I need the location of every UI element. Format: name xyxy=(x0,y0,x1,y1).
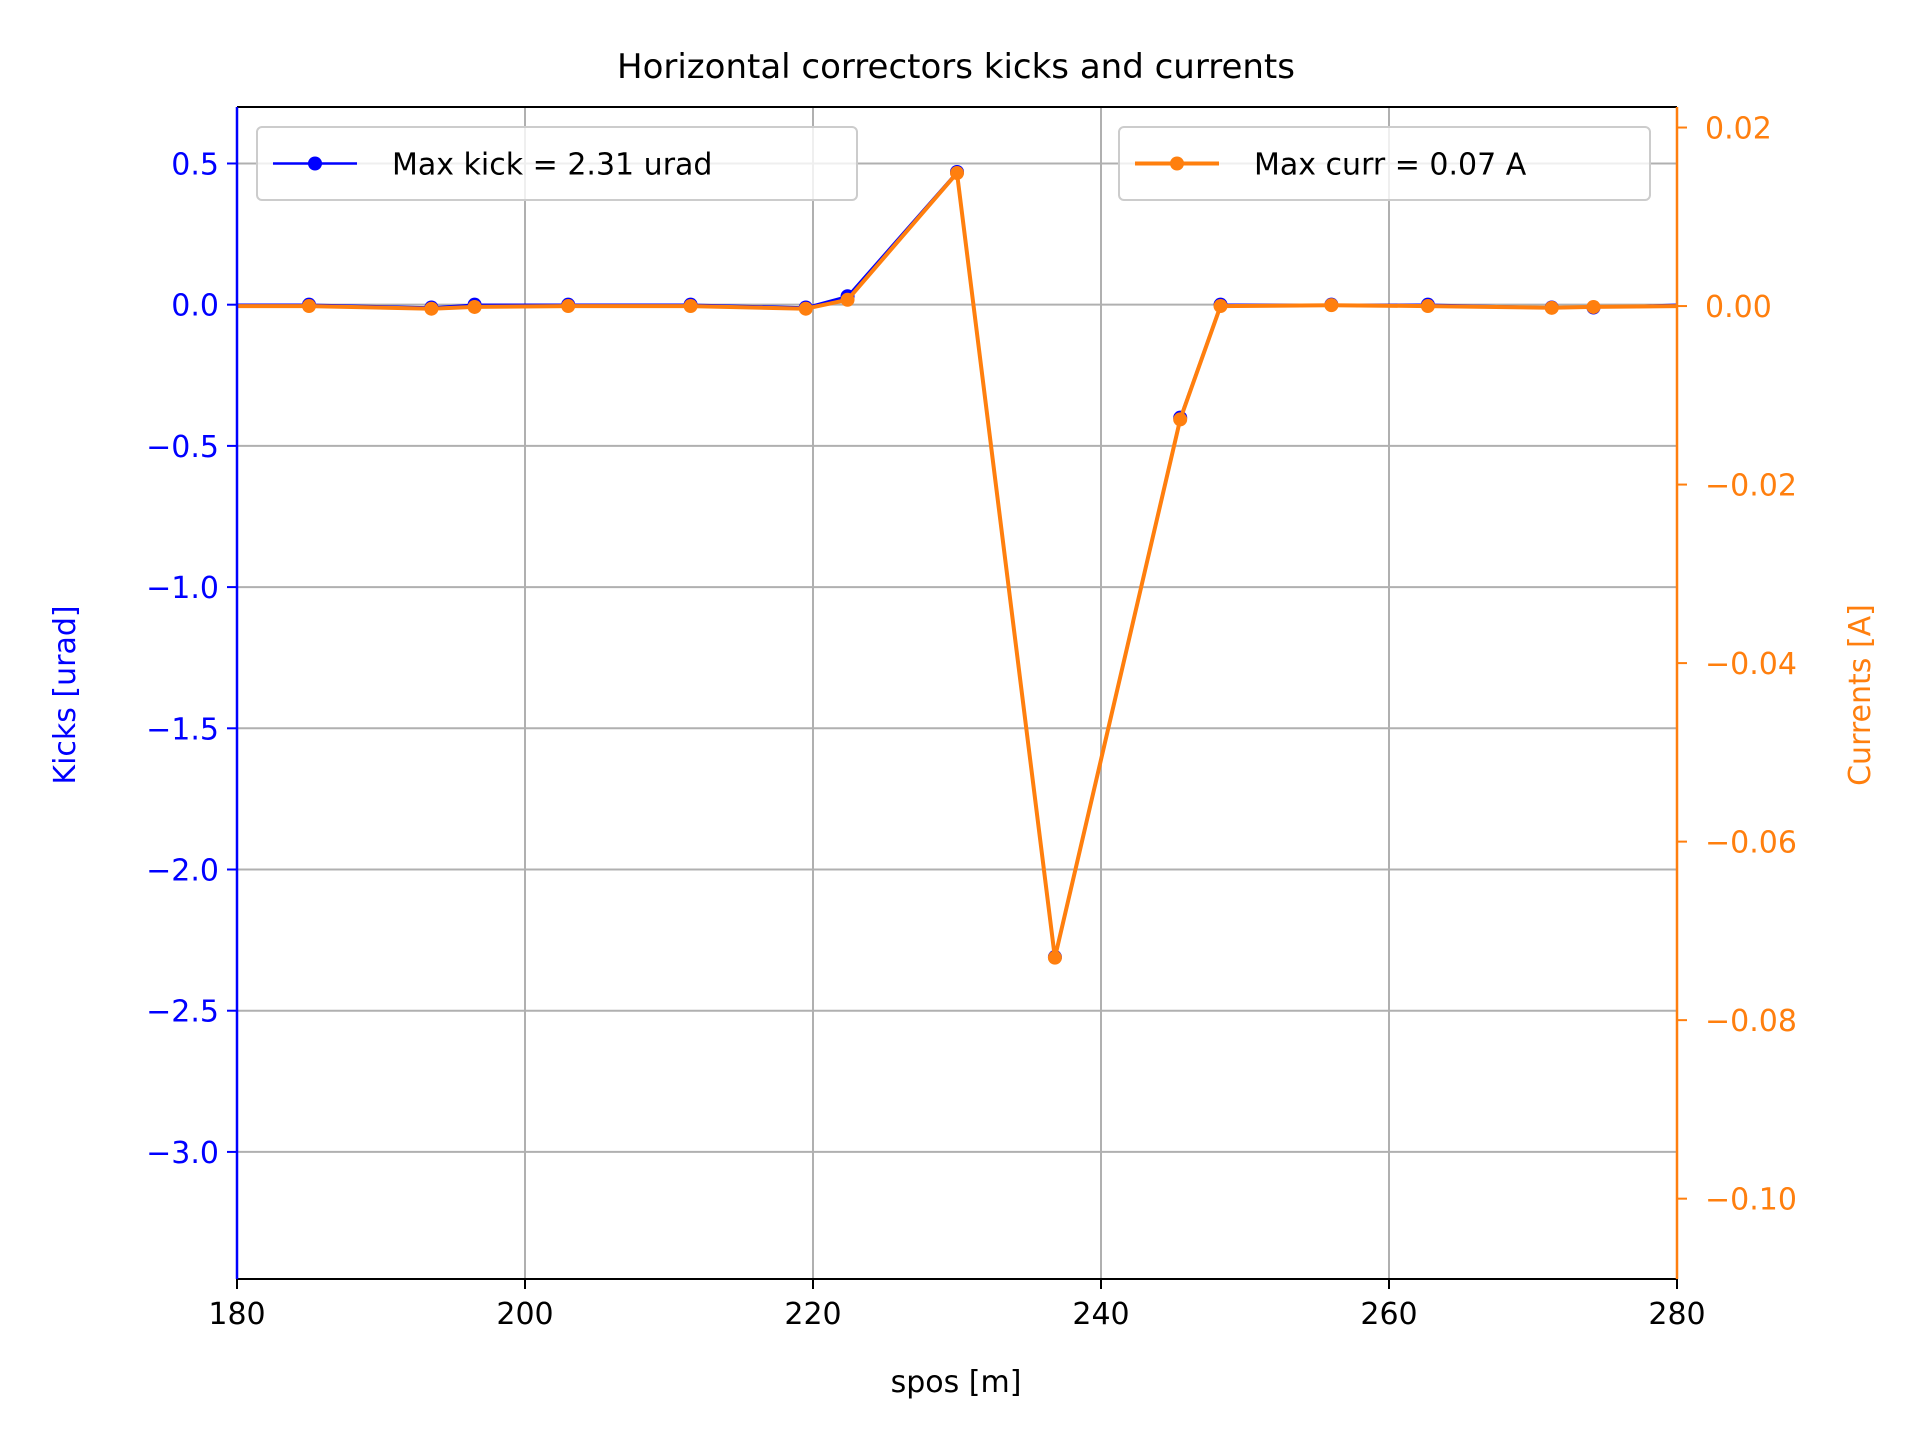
left-tick-label-5: −2.0 xyxy=(146,854,219,889)
left-tick-label-7: −3.0 xyxy=(146,1136,219,1171)
series-1-point-11 xyxy=(1213,299,1228,314)
right-tick-label-4: −0.06 xyxy=(1705,826,1797,861)
right-tick-label-3: −0.04 xyxy=(1705,647,1797,682)
legend-box-0 xyxy=(256,126,858,201)
left-tick-label-4: −1.5 xyxy=(146,712,219,747)
series-1-point-10 xyxy=(1173,412,1188,427)
legend-marker-1 xyxy=(1170,156,1184,171)
legend-label-1: Max curr = 0.07 A xyxy=(1254,148,1527,183)
left-axis-label: Kicks [urad] xyxy=(48,605,83,784)
left-tick-label-0: 0.5 xyxy=(171,147,219,182)
x-tick-label-5: 280 xyxy=(1648,1297,1705,1332)
series-1-point-12 xyxy=(1324,298,1339,313)
series-1-point-3 xyxy=(467,299,482,314)
ticks: 180 200 220 240 260 280 0.5 0.0 −0.5 −1.0 −1.5 −2.0… xyxy=(146,112,1797,1332)
series-1-point-4 xyxy=(561,299,576,314)
right-tick-label-1: 0.00 xyxy=(1705,290,1772,325)
left-tick-label-3: −1.0 xyxy=(146,571,219,606)
right-axis-label: Currents [A] xyxy=(1843,604,1878,786)
right-tick-label-2: −0.02 xyxy=(1705,469,1797,504)
series-1-point-2 xyxy=(424,301,439,316)
series-1-point-15 xyxy=(1586,299,1601,314)
legend-1: Max curr = 0.07 A xyxy=(1118,126,1651,201)
series-1-point-8 xyxy=(950,166,964,181)
legend-marker-0 xyxy=(308,156,322,171)
series-1-point-7 xyxy=(840,292,855,307)
left-tick-label-6: −2.5 xyxy=(146,995,219,1030)
series-1-point-13 xyxy=(1420,299,1435,314)
series-layer xyxy=(237,164,1678,965)
left-tick-label-2: −0.5 xyxy=(146,430,219,465)
left-tick-label-1: 0.0 xyxy=(171,289,219,324)
series-1-point-14 xyxy=(1544,300,1559,315)
x-tick-label-3: 240 xyxy=(1072,1297,1129,1332)
x-tick-label-4: 260 xyxy=(1360,1297,1417,1332)
x-tick-label-0: 180 xyxy=(208,1297,265,1332)
chart-title: Horizontal correctors kicks and currents xyxy=(617,47,1295,87)
axes xyxy=(235,106,1679,1280)
series-1-point-5 xyxy=(683,299,698,314)
legend-0: Max kick = 2.31 urad xyxy=(256,126,858,201)
right-tick-label-6: −0.10 xyxy=(1705,1183,1797,1218)
x-tick-label-2: 220 xyxy=(784,1297,841,1332)
series-1-point-9 xyxy=(1047,950,1062,965)
series-1-point-6 xyxy=(798,301,813,316)
legend-box-1 xyxy=(1118,126,1651,201)
series-1-point-1 xyxy=(302,299,316,314)
x-axis-label: spos [m] xyxy=(891,1365,1022,1400)
legends: Max kick = 2.31 urad Max curr = 0.07 A xyxy=(256,126,1651,201)
legend-label-0: Max kick = 2.31 urad xyxy=(392,148,712,183)
x-tick-label-1: 200 xyxy=(496,1297,553,1332)
right-tick-label-5: −0.08 xyxy=(1705,1004,1797,1039)
right-tick-label-0: 0.02 xyxy=(1705,112,1772,147)
